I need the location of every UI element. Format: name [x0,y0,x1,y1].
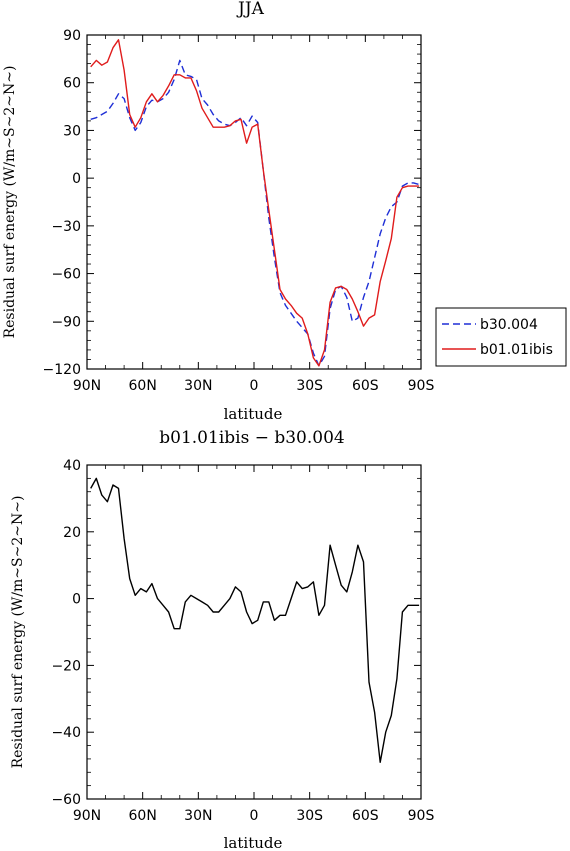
legend-box [435,307,567,367]
x-tick-label: 90S [408,808,435,824]
x-tick-label: 30N [184,378,212,394]
y-tick-label: 90 [63,28,81,44]
x-tick-label: 0 [250,378,259,394]
series-line-b30-004 [90,59,420,367]
y-tick-label: 40 [63,458,81,474]
series-line-difference [90,477,420,763]
y-tick-label: 30 [63,123,81,139]
y-tick-label: −60 [51,792,81,808]
y-tick-label: 20 [63,525,81,541]
bottom-chart-title: b01.01ibis − b30.004 [159,428,344,448]
x-tick-label: 30N [184,808,212,824]
y-tick-label: −60 [51,267,81,283]
bottom-chart-y-axis-label: Residual surf energy (W/m~S~2~N~) [10,496,26,769]
bottom-chart-x-axis-label: latitude [224,834,283,851]
y-tick-label: 60 [63,76,81,92]
legend-label-b01-01ibis: b01.01ibis [480,342,553,358]
top-chart-x-tick-labels: 90N 60N 30N 0 30S 60S 90S [73,378,435,394]
x-tick-label: 60N [129,808,157,824]
y-tick-label: −30 [51,219,81,235]
y-tick-label: 0 [72,592,81,608]
series-line-b01-01ibis [90,39,420,367]
x-tick-label: 60N [129,378,157,394]
x-tick-label: 30S [296,378,323,394]
top-chart-y-tick-labels: 90 60 30 0 −30 −60 −90 −120 [43,28,81,378]
x-tick-label: 60S [352,378,379,394]
top-chart-ticks [86,34,422,370]
y-tick-label: −90 [51,314,81,330]
y-tick-label: −40 [51,725,81,741]
y-tick-label: −20 [51,658,81,674]
legend-label-b30-004: b30.004 [480,317,538,333]
y-tick-label: −120 [43,362,81,378]
bottom-chart-y-tick-labels: 40 20 0 −20 −40 −60 [51,458,81,808]
top-chart-frame [86,34,422,370]
bottom-chart-ticks [86,464,422,800]
x-tick-label: 60S [352,808,379,824]
x-tick-label: 90S [408,378,435,394]
x-tick-label: 0 [250,808,259,824]
y-tick-label: 0 [72,171,81,187]
top-chart-series [90,39,420,367]
top-chart-x-axis-label: latitude [224,405,283,423]
x-tick-label: 30S [296,808,323,824]
bottom-chart-frame [86,464,422,800]
bottom-chart-x-tick-labels: 90N 60N 30N 0 30S 60S 90S [73,808,435,824]
top-chart-title: JJA [236,0,265,19]
bottom-chart-series [90,477,420,763]
x-tick-label: 90N [73,378,101,394]
top-chart-legend: b30.004 b01.01ibis [435,307,567,367]
top-chart-y-axis-label: Residual surf energy (W/m~S~2~N~) [2,66,18,339]
x-tick-label: 90N [73,808,101,824]
